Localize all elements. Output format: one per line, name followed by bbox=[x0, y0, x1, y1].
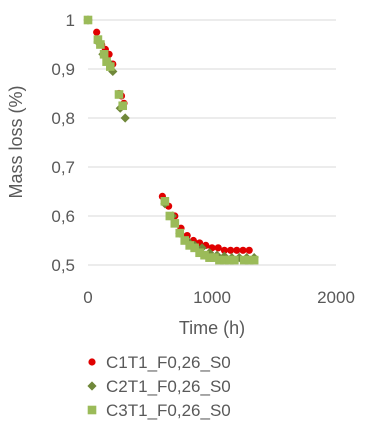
data-point bbox=[234, 253, 244, 263]
legend-label: C2T1_F0,26_S0 bbox=[106, 377, 231, 396]
data-point bbox=[160, 197, 170, 206]
data-point bbox=[175, 228, 185, 238]
data-point bbox=[195, 248, 204, 258]
y-tick-label: 0,5 bbox=[51, 256, 75, 275]
x-tick-label: 0 bbox=[83, 288, 92, 307]
data-points bbox=[83, 15, 259, 265]
data-point bbox=[214, 244, 222, 252]
data-point bbox=[96, 40, 105, 49]
data-point bbox=[200, 250, 209, 260]
data-point bbox=[249, 255, 259, 265]
data-point bbox=[83, 15, 93, 25]
y-tick-label: 0,6 bbox=[51, 207, 75, 226]
data-point bbox=[180, 236, 190, 245]
data-point bbox=[99, 50, 109, 59]
data-point bbox=[190, 243, 199, 253]
data-point bbox=[185, 241, 194, 250]
legend-marker bbox=[88, 358, 96, 366]
data-point bbox=[93, 28, 101, 36]
legend-label: C1T1_F0,26_S0 bbox=[106, 353, 231, 372]
data-point bbox=[118, 101, 128, 111]
y-axis-title: Mass loss (%) bbox=[6, 85, 26, 198]
data-point bbox=[170, 219, 180, 228]
legend-label: C3T1_F0,26_S0 bbox=[106, 401, 231, 420]
data-point bbox=[220, 255, 229, 265]
y-tick-label: 0,9 bbox=[51, 60, 75, 79]
data-point bbox=[114, 90, 124, 99]
legend: C1T1_F0,26_S0 C2T1_F0,26_S0 C3T1_F0,26_S0 bbox=[87, 353, 231, 420]
x-tick-label: 1000 bbox=[193, 288, 231, 307]
data-point bbox=[230, 255, 239, 265]
y-tick-label: 1 bbox=[66, 11, 75, 30]
legend-marker bbox=[87, 405, 97, 415]
data-point bbox=[120, 113, 130, 123]
x-axis-title: Time (h) bbox=[179, 318, 245, 338]
data-point bbox=[205, 253, 214, 262]
y-tick-label: 0,8 bbox=[51, 109, 75, 128]
data-point bbox=[102, 57, 111, 66]
tick-labels: 0,5 0,6 0,7 0,8 0,9 1 0 1000 2000 bbox=[51, 11, 355, 307]
data-point bbox=[220, 246, 228, 254]
data-point bbox=[239, 246, 247, 254]
legend-marker bbox=[87, 381, 97, 391]
data-point bbox=[93, 35, 103, 44]
data-point bbox=[245, 246, 253, 254]
data-point bbox=[233, 246, 241, 254]
data-point bbox=[244, 255, 254, 265]
y-tick-label: 0,7 bbox=[51, 158, 75, 177]
data-point bbox=[227, 246, 235, 254]
data-point bbox=[106, 62, 115, 71]
data-point bbox=[225, 255, 234, 265]
data-point bbox=[210, 253, 219, 262]
x-tick-label: 2000 bbox=[317, 288, 355, 307]
data-point bbox=[215, 255, 224, 265]
data-point bbox=[165, 211, 175, 221]
data-point bbox=[239, 255, 249, 265]
